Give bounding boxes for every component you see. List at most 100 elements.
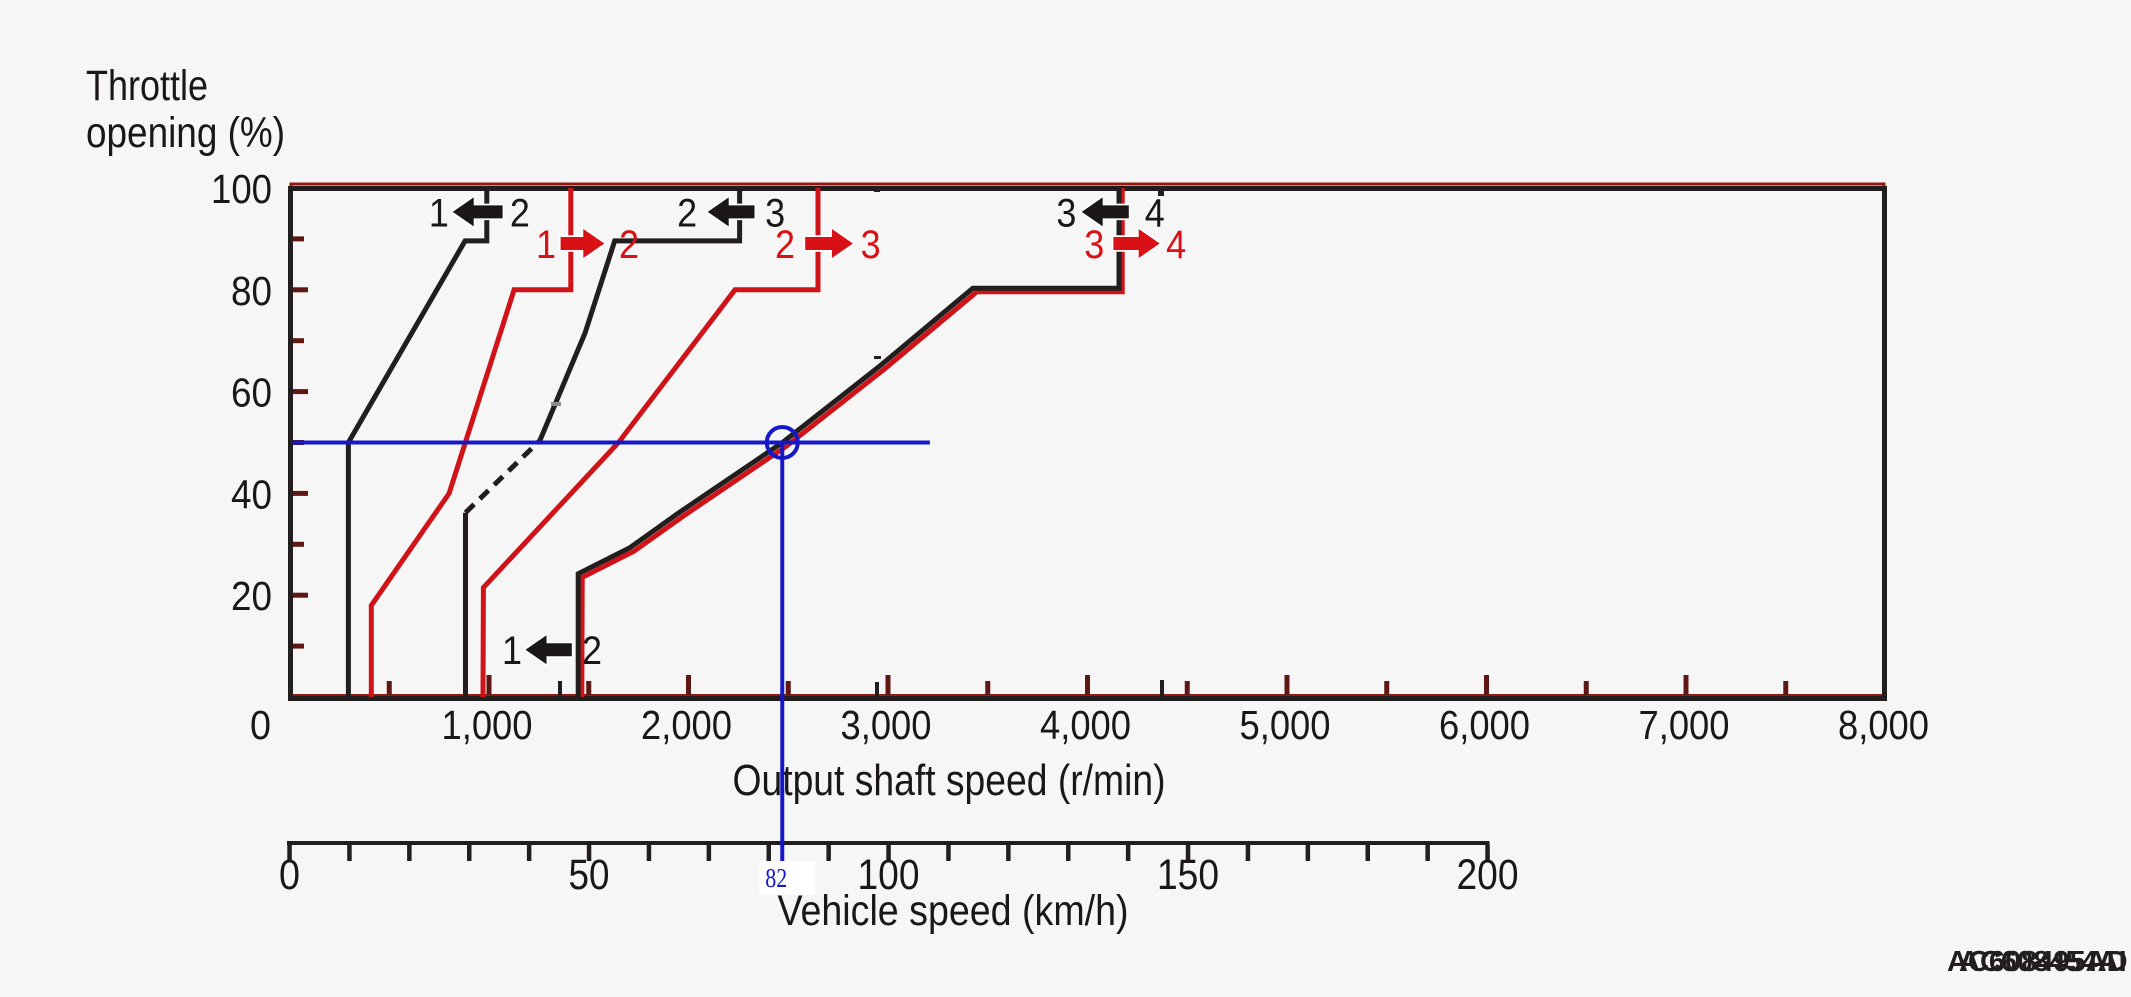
y-axis-tick-70 bbox=[293, 338, 304, 344]
stray-tick-bottom-3 bbox=[1160, 680, 1164, 696]
shift-label-downshift-3-4-top-from: 3 bbox=[1056, 191, 1076, 235]
vehicle-axis-tick-90 bbox=[826, 845, 831, 861]
vehicle-axis-tick-190 bbox=[1425, 845, 1430, 861]
y-axis-tick-30 bbox=[293, 541, 304, 547]
x-axis-tick-3500 bbox=[985, 681, 991, 695]
shift-labels-group: 1 21 22 32 33 43 41 2 bbox=[429, 191, 1186, 673]
shift-label-downshift-1-2-bottom-from: 1 bbox=[502, 629, 522, 673]
shift-arrow-downshift-1-2-top bbox=[449, 194, 505, 230]
axis-ticks-group bbox=[287, 236, 1789, 861]
x-axis-tick-3000 bbox=[885, 675, 891, 695]
vehicle-axis-title: Vehicle speed (km/h) bbox=[778, 887, 1129, 935]
x-axis-tick-500 bbox=[386, 681, 392, 695]
vehicle-axis-tick-0 bbox=[287, 845, 292, 861]
shift-label-downshift-2-3-top-from: 2 bbox=[677, 191, 697, 235]
origin-tick-label: 0 bbox=[250, 702, 271, 748]
vehicle-axis-tick-60 bbox=[646, 845, 652, 861]
vehicle-axis-tick-120 bbox=[1006, 845, 1011, 861]
vehicle-axis-tick-200 bbox=[1485, 845, 1490, 861]
x-tick-label-2000: 2,000 bbox=[641, 702, 732, 748]
shift-arrow-upshift-2-3 bbox=[803, 225, 856, 262]
curve-downshift-2-1 bbox=[345, 188, 490, 697]
shift-label-upshift-3-4-from: 3 bbox=[1084, 223, 1104, 267]
y-axis-tick-10 bbox=[293, 643, 304, 649]
stray-tick-bottom-1 bbox=[558, 681, 562, 696]
annotation-group: 82 bbox=[292, 425, 930, 895]
curve-upshift-3-4 bbox=[579, 188, 1125, 698]
x-axis-tick-1000 bbox=[486, 675, 492, 695]
x-axis-tick-7000 bbox=[1683, 675, 1689, 695]
stray-dash-top-1 bbox=[874, 189, 880, 192]
shift-arrow-upshift-3-4 bbox=[1111, 225, 1163, 262]
vehicle-tick-label-150: 150 bbox=[1157, 851, 1219, 899]
x-axis-tick-7500 bbox=[1783, 681, 1789, 695]
vehicle-axis-tick-130 bbox=[1066, 845, 1071, 861]
shift-label-upshift-1-2-to: 2 bbox=[619, 223, 639, 267]
vehicle-axis-tick-100 bbox=[886, 845, 891, 861]
x-axis-tick-1500 bbox=[586, 681, 592, 695]
x-tick-label-3000: 3,000 bbox=[841, 702, 932, 748]
annotation-speed-label: 82 bbox=[765, 863, 787, 893]
vehicle-tick-label-200: 200 bbox=[1457, 851, 1519, 899]
shift-label-downshift-1-2-top-to: 2 bbox=[510, 191, 530, 235]
y-tick-label-100: 100 bbox=[211, 166, 272, 212]
annotation-operating-point-circle bbox=[764, 425, 800, 460]
vehicle-tick-label-0: 0 bbox=[279, 851, 300, 899]
x-axis-tick-2500 bbox=[785, 681, 791, 695]
document-code-1: AC608495AD bbox=[1947, 946, 2128, 978]
shift-arrow-downshift-1-2-bottom bbox=[522, 631, 574, 668]
vehicle-axis-tick-70 bbox=[706, 845, 712, 861]
stray-dash-top-2 bbox=[1158, 191, 1164, 196]
curve-downshift-3-2-dashed bbox=[463, 438, 542, 515]
y-axis-tick-60 bbox=[293, 389, 308, 395]
shift-arrow-upshift-1-2 bbox=[558, 225, 608, 262]
vehicle-axis-tick-10 bbox=[347, 845, 352, 861]
y-axis-tick-20 bbox=[293, 592, 308, 598]
x-tick-label-4000: 4,000 bbox=[1040, 702, 1131, 748]
curve-upshift-2-3 bbox=[480, 188, 821, 698]
vehicle-axis-tick-110 bbox=[946, 845, 951, 861]
y-axis-tick-90 bbox=[293, 236, 304, 242]
vehicle-axis-tick-170 bbox=[1305, 845, 1311, 861]
x-axis-tick-4500 bbox=[1184, 681, 1190, 695]
x-axis-tick-5000 bbox=[1284, 675, 1290, 695]
vehicle-axis-tick-140 bbox=[1125, 845, 1131, 861]
x-tick-label-1000: 1,000 bbox=[442, 702, 533, 748]
shift-label-upshift-1-2-from: 1 bbox=[536, 223, 556, 267]
x-axis-tick-4000 bbox=[1085, 675, 1090, 695]
plot-frame-group bbox=[287, 182, 1887, 845]
shift-label-downshift-3-4-top-to: 4 bbox=[1145, 191, 1165, 235]
shift-arrow-downshift-2-3-top bbox=[704, 194, 757, 230]
shift-arrow-downshift-3-4-top bbox=[1078, 194, 1131, 230]
y-tick-label-60: 60 bbox=[231, 370, 272, 416]
x-axis-title: Output shaft speed (r/min) bbox=[733, 756, 1166, 805]
y-axis-title-line2: opening (%) bbox=[86, 109, 285, 157]
y-tick-label-20: 20 bbox=[231, 573, 272, 619]
y-tick-label-80: 80 bbox=[231, 268, 272, 314]
x-axis-tick-6500 bbox=[1583, 681, 1589, 695]
shift-label-downshift-1-2-bottom-to: 2 bbox=[582, 629, 602, 673]
shift-label-upshift-3-4-to: 4 bbox=[1166, 223, 1186, 267]
y-axis-title-line1: Throttle bbox=[86, 62, 208, 110]
vehicle-axis-tick-160 bbox=[1245, 845, 1251, 861]
shift-label-upshift-2-3-from: 2 bbox=[775, 223, 795, 267]
plot-border bbox=[288, 186, 1887, 701]
vehicle-axis-tick-50 bbox=[586, 845, 592, 861]
x-tick-label-6000: 6,000 bbox=[1439, 702, 1530, 748]
document-code-2: AC608454AI bbox=[1959, 946, 2127, 978]
vehicle-tick-label-100: 100 bbox=[858, 851, 920, 899]
vehicle-axis-tick-20 bbox=[407, 845, 412, 861]
vehicle-tick-label-50: 50 bbox=[569, 851, 610, 899]
x-axis-tick-6000 bbox=[1484, 675, 1489, 695]
annotation-label-backplate bbox=[759, 861, 816, 895]
stray-tick-bottom-2 bbox=[875, 682, 879, 696]
shift-label-downshift-1-2-top-from: 1 bbox=[429, 191, 449, 235]
x-axis-tick-2000 bbox=[686, 675, 691, 695]
x-tick-label-7000: 7,000 bbox=[1639, 702, 1730, 748]
x-tick-label-8000: 8,000 bbox=[1838, 702, 1929, 748]
vehicle-axis-tick-80 bbox=[766, 845, 771, 861]
